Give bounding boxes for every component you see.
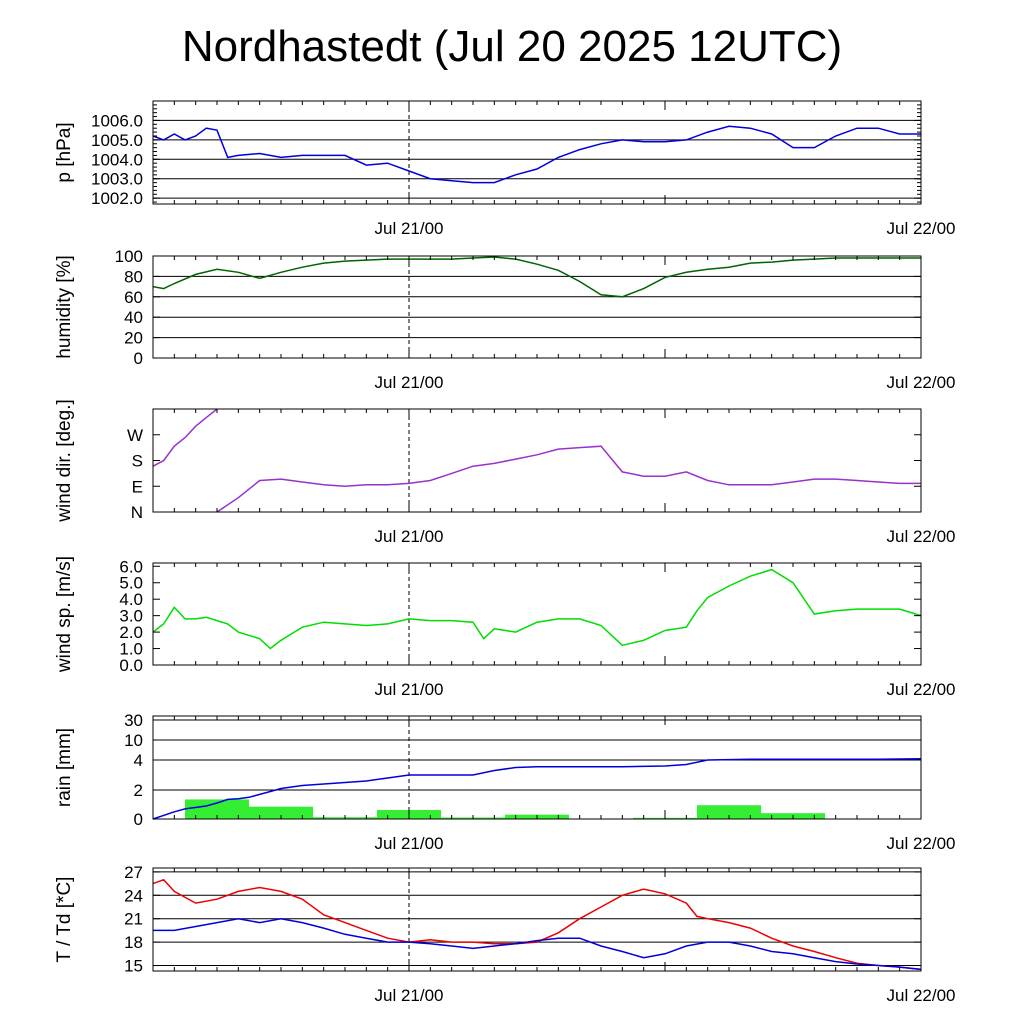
y-axis-label: rain [mm] bbox=[54, 728, 75, 807]
y-tick-label: 4 bbox=[134, 751, 143, 770]
x-tick-label: Jul 22/00 bbox=[887, 527, 956, 546]
y-tick-label: N bbox=[131, 503, 143, 522]
plot-frame bbox=[152, 100, 922, 205]
chart-title: Nordhastedt (Jul 20 2025 12UTC) bbox=[181, 22, 843, 71]
y-axis-label: wind sp. [m/s] bbox=[54, 556, 75, 673]
y-tick-label: 24 bbox=[124, 886, 143, 905]
y-tick-label: 1005.0 bbox=[91, 131, 143, 150]
rain-bar bbox=[697, 805, 761, 819]
x-tick-label: Jul 22/00 bbox=[887, 219, 956, 238]
x-tick-label: Jul 21/00 bbox=[375, 373, 444, 392]
panel-3: 0.01.02.03.04.05.06.0 wind sp. [m/s] Jul 2… bbox=[54, 556, 956, 699]
x-tick-label: Jul 22/00 bbox=[887, 986, 956, 1005]
y-tick-label: 21 bbox=[124, 910, 143, 929]
series-line bbox=[152, 256, 921, 298]
y-tick-label: 0 bbox=[134, 349, 143, 368]
series-line bbox=[152, 125, 921, 184]
y-tick-label: 2 bbox=[134, 781, 143, 800]
y-tick-label: 10 bbox=[124, 731, 143, 750]
plot-frame bbox=[152, 255, 922, 359]
y-tick-label: S bbox=[132, 452, 143, 471]
rain-bar bbox=[249, 806, 313, 819]
y-tick-label: 1006.0 bbox=[91, 111, 143, 130]
x-tick-label: Jul 21/00 bbox=[375, 219, 444, 238]
series-line bbox=[152, 408, 218, 467]
y-tick-label: 5.0 bbox=[119, 574, 143, 593]
plot-frame bbox=[152, 562, 922, 666]
y-tick-label: 1004.0 bbox=[91, 150, 143, 169]
y-tick-label: 18 bbox=[124, 933, 143, 952]
y-tick-label: E bbox=[132, 477, 143, 496]
y-tick-label: 20 bbox=[124, 329, 143, 348]
y-tick-label: 100 bbox=[115, 247, 143, 266]
series-line bbox=[152, 878, 922, 971]
series-line bbox=[153, 917, 922, 971]
x-tick-label: Jul 21/00 bbox=[375, 834, 444, 853]
y-tick-label: 15 bbox=[124, 957, 143, 976]
y-tick-label: 6.0 bbox=[119, 557, 143, 576]
y-tick-label: 30 bbox=[124, 711, 143, 730]
y-tick-label: 2.0 bbox=[119, 623, 143, 642]
rain-bar bbox=[185, 799, 249, 819]
series-line bbox=[216, 445, 921, 513]
series-line bbox=[152, 758, 922, 820]
plot-frame bbox=[152, 408, 922, 513]
series-line bbox=[152, 568, 922, 650]
y-axis-label: humidity [%] bbox=[54, 255, 75, 358]
y-tick-label: 60 bbox=[124, 288, 143, 307]
panel-5: 15 18 21 24 27 T / Td [*C] Jul 21/00 Jul 22/00 bbox=[54, 863, 956, 1005]
x-tick-label: Jul 22/00 bbox=[887, 834, 956, 853]
y-axis-label: wind dir. [deg.] bbox=[54, 399, 75, 523]
y-axis-label: p [hPa] bbox=[54, 122, 75, 182]
x-tick-label: Jul 21/00 bbox=[375, 527, 444, 546]
y-tick-label: 4.0 bbox=[119, 590, 143, 609]
y-tick-label: 1003.0 bbox=[91, 170, 143, 189]
y-tick-label: 1002.0 bbox=[91, 189, 143, 208]
y-tick-label: 40 bbox=[124, 308, 143, 327]
y-tick-label: 27 bbox=[124, 863, 143, 882]
x-tick-label: Jul 21/00 bbox=[375, 986, 444, 1005]
y-tick-label: 1.0 bbox=[119, 640, 143, 659]
y-tick-label: 0.0 bbox=[119, 656, 143, 675]
y-tick-label: W bbox=[127, 426, 143, 445]
x-tick-label: Jul 21/00 bbox=[375, 680, 444, 699]
x-tick-label: Jul 22/00 bbox=[887, 373, 956, 392]
x-tick-label: Jul 22/00 bbox=[887, 680, 956, 699]
y-tick-label: 80 bbox=[124, 267, 143, 286]
y-tick-label: 3.0 bbox=[119, 607, 143, 626]
y-axis-label: T / Td [*C] bbox=[54, 877, 75, 963]
y-tick-label: 0 bbox=[134, 810, 143, 829]
